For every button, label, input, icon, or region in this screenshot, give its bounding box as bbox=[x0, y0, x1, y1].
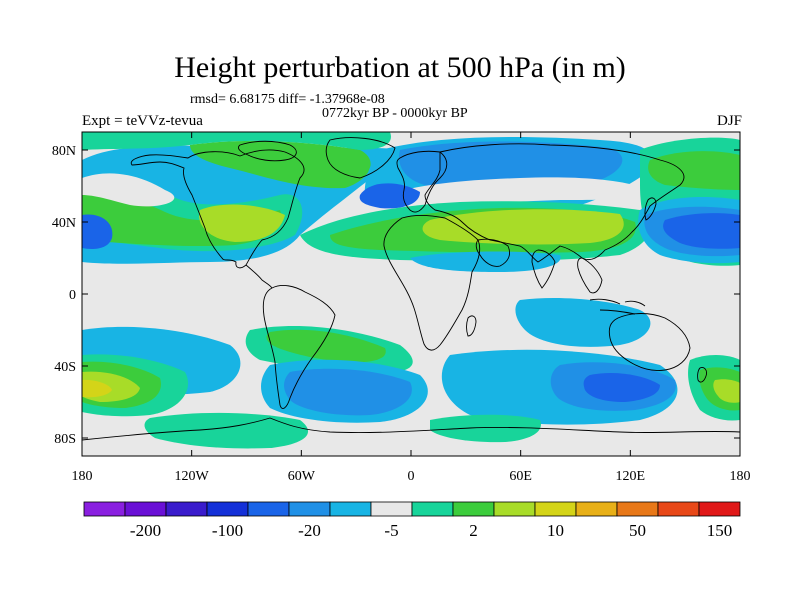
y-tick-label: 40N bbox=[52, 216, 76, 231]
colorbar-box bbox=[575, 501, 618, 517]
contour-cyan-indian-ocean bbox=[515, 298, 651, 347]
x-tick-label: 180 bbox=[730, 469, 751, 484]
colorbar-label: -20 bbox=[298, 521, 321, 540]
coastline-japan bbox=[644, 197, 657, 221]
colorbar-label: 10 bbox=[547, 521, 564, 540]
coastline-madagascar bbox=[466, 315, 477, 337]
y-tick-label: 80S bbox=[54, 432, 76, 447]
contour-neutral-band-pacific bbox=[82, 173, 175, 207]
contour-lightblue-south-atlantic bbox=[284, 368, 412, 416]
colorbar-box bbox=[657, 501, 700, 517]
season-label: DJF bbox=[716, 113, 742, 129]
contour-green-sh-midlatitude bbox=[266, 329, 386, 363]
coastline-greenland bbox=[325, 137, 396, 179]
colorbar: -200 -100 -20 -5 2 10 50 150 bbox=[83, 501, 741, 540]
coastline-asia bbox=[424, 143, 685, 263]
coastline-south-america bbox=[262, 285, 336, 409]
y-tick-label: 40S bbox=[54, 360, 76, 375]
colorbar-box bbox=[206, 501, 249, 517]
coastlines bbox=[82, 137, 740, 441]
colorbar-box bbox=[616, 501, 659, 517]
colorbar-box bbox=[124, 501, 167, 517]
time-period-label: 0772kyr BP - 0000kyr BP bbox=[322, 106, 468, 121]
contour-yellowgreen-na-ridge bbox=[199, 204, 285, 242]
colorbar-box bbox=[165, 501, 208, 517]
colorbar-box bbox=[493, 501, 536, 517]
contour-field bbox=[82, 132, 740, 456]
coastline-north-america bbox=[130, 149, 305, 269]
y-tick-label: 80N bbox=[52, 144, 76, 159]
rmsd-diff-stats: rmsd= 6.68175 diff= -1.37968e-08 bbox=[190, 92, 385, 107]
map-axis-ticks: 180 120W 60W 0 60E 120E 180 80N 40N 0 40S 80S bbox=[52, 132, 751, 484]
colorbar-box bbox=[329, 501, 372, 517]
coastline-africa bbox=[383, 214, 481, 351]
colorbar-box bbox=[83, 501, 126, 517]
coastline-australia bbox=[608, 313, 691, 371]
contour-green-east-asia bbox=[648, 151, 740, 190]
contour-teal-antarctic-east bbox=[430, 414, 541, 443]
colorbar-box bbox=[370, 501, 413, 517]
contour-yellowgreen-se-pacific bbox=[713, 379, 740, 403]
colorbar-box bbox=[411, 501, 454, 517]
coastline-india bbox=[531, 249, 556, 289]
colorbar-label: -5 bbox=[384, 521, 398, 540]
contour-teal-antarctic bbox=[144, 412, 309, 449]
experiment-label: Expt = teVVz-tevua bbox=[82, 113, 203, 129]
plot-title: Height perturbation at 500 hPa (in m) bbox=[174, 51, 626, 84]
colorbar-label: 50 bbox=[629, 521, 646, 540]
colorbar-label: 2 bbox=[469, 521, 478, 540]
colorbar-box bbox=[698, 501, 741, 517]
coastline-central-america bbox=[245, 264, 273, 289]
contour-green-arctic bbox=[190, 140, 371, 189]
x-tick-label: 60E bbox=[509, 469, 532, 484]
x-tick-label: 120W bbox=[175, 469, 210, 484]
colorbar-box bbox=[247, 501, 290, 517]
x-tick-label: 120E bbox=[616, 469, 646, 484]
coastline-arabia bbox=[475, 238, 511, 267]
coastline-new-zealand bbox=[697, 367, 707, 383]
coastline-europe bbox=[396, 150, 448, 213]
x-tick-label: 180 bbox=[72, 469, 93, 484]
coastline-indonesia bbox=[589, 298, 646, 315]
colorbar-label: -100 bbox=[212, 521, 243, 540]
colorbar-box bbox=[534, 501, 577, 517]
contour-blue-nw-pacific bbox=[663, 213, 740, 249]
x-tick-label: 60W bbox=[288, 469, 316, 484]
contour-blue-southern-ocean bbox=[583, 373, 660, 402]
y-tick-label: 0 bbox=[69, 288, 76, 303]
colorbar-label: 150 bbox=[707, 521, 733, 540]
colorbar-box bbox=[288, 501, 331, 517]
coastline-southeast-asia bbox=[577, 257, 603, 294]
contour-yellow-south-pacific bbox=[82, 379, 112, 398]
x-tick-label: 0 bbox=[408, 469, 415, 484]
coastline-antarctica bbox=[82, 417, 740, 441]
contour-teal-arctic bbox=[82, 132, 391, 150]
colorbar-label: -200 bbox=[130, 521, 161, 540]
contour-blue-north-pacific bbox=[82, 214, 113, 249]
coastline-canadian-arctic bbox=[237, 140, 297, 162]
colorbar-box bbox=[452, 501, 495, 517]
